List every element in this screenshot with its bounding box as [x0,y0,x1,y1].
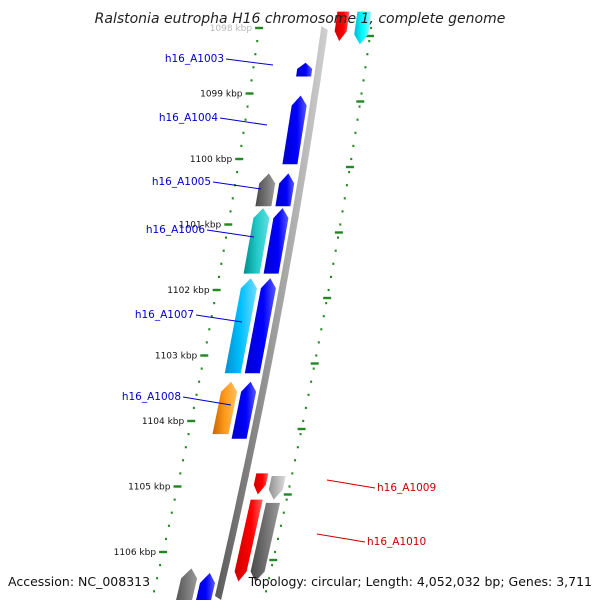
gene-label-leader [195,314,243,323]
gene-label-h16-a1008[interactable]: h16_A1008 [122,391,181,403]
gene-feature-forward-blue[interactable] [244,278,276,374]
gene-feature-reverse-red[interactable] [234,499,263,582]
gene-label-h16-a1010[interactable]: h16_A1010 [367,536,426,548]
gene-feature-forward-orange[interactable] [212,381,238,435]
gene-label-h16-a1003[interactable]: h16_A1003 [165,53,224,65]
backbone-layer [215,26,328,600]
gene-feature-reverse-gray[interactable] [250,502,280,582]
gene-label-h16-a1005[interactable]: h16_A1005 [152,176,211,188]
gene-feature-forward-blue[interactable] [282,95,307,165]
gene-feature-forward-blue[interactable] [296,62,313,77]
topology-text: Topology: circular; Length: 4,052,032 bp… [248,574,592,589]
kbp-tick-label: 1098 kbp [210,24,253,34]
gene-feature-forward-blue[interactable] [275,173,295,207]
gene-feature-forward-blue[interactable] [263,208,289,274]
gene-feature-forward-lightblue[interactable] [224,278,257,374]
gene-feature-reverse-red[interactable] [334,11,350,42]
accession-text: Accession: NC_008313 [8,574,150,589]
gene-label-leader [316,533,366,543]
gene-feature-forward-teal[interactable] [243,208,270,274]
kbp-tick-label: 1104 kbp [142,417,185,427]
gene-feature-reverse-lightgray[interactable] [268,476,286,500]
kbp-tick-label: 1101 kbp [179,221,222,231]
gene-feature-forward-blue[interactable] [231,381,257,439]
kbp-tick-label: 1103 kbp [155,352,198,362]
label-layer: h16_A1003 h16_A1004 h16_A1005 h16_A1006 h16_… [122,53,436,548]
gene-label-leader [206,229,255,238]
gene-label-leader [326,479,376,489]
kbp-tick-label: 1102 kbp [167,286,210,296]
map-title: Ralstonia eutropha H16 chromosome 1, com… [95,11,506,27]
kbp-tick-label: 1100 kbp [190,155,233,165]
gene-feature-reverse-red[interactable] [253,473,269,495]
gene-label-h16-a1004[interactable]: h16_A1004 [159,112,218,124]
gene-label-leader [182,396,232,406]
kbp-tick-label: 1099 kbp [200,90,243,100]
kbp-tick-label: 1106 kbp [114,548,157,558]
gene-label-leader [225,58,274,66]
gene-feature-forward-gray[interactable] [172,568,198,600]
gene-label-h16-a1006[interactable]: h16_A1006 [146,224,205,236]
gene-label-leader [219,117,268,126]
gene-label-h16-a1009[interactable]: h16_A1009 [377,482,436,494]
gene-feature-forward-gray[interactable] [255,173,276,207]
gene-label-leader [212,181,262,190]
gene-feature-reverse-cyan[interactable] [354,11,372,45]
gene-feature-forward-blue[interactable] [192,573,215,600]
kbp-tick-label: 1105 kbp [128,483,171,493]
feature-layer [172,11,372,600]
genome-backbone [215,26,328,600]
gene-label-h16-a1007[interactable]: h16_A1007 [135,309,194,321]
